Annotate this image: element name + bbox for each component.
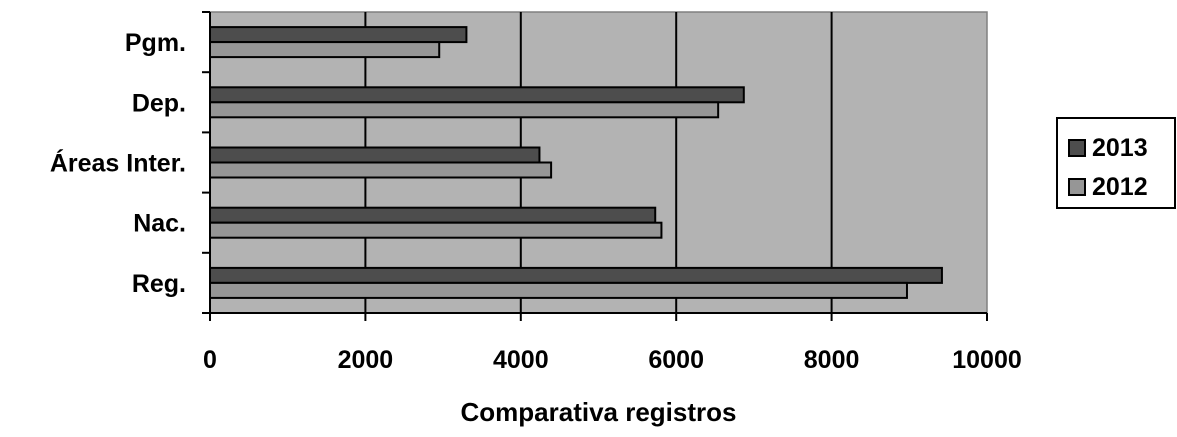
bar-dep-2013 bbox=[209, 86, 745, 104]
legend-swatch-2013 bbox=[1068, 139, 1086, 157]
x-tick-label-4000: 4000 bbox=[493, 346, 549, 374]
x-tick-label-6000: 6000 bbox=[648, 346, 704, 374]
x-tick-label-10000: 10000 bbox=[952, 346, 1022, 374]
y-tick-label-pgm: Pgm. bbox=[125, 29, 186, 57]
bar-reg-2012 bbox=[209, 281, 908, 299]
y-tick-label-nac: Nac. bbox=[133, 210, 186, 238]
legend-swatch-2012 bbox=[1068, 178, 1086, 196]
y-tick-label-reg: Reg. bbox=[132, 270, 186, 298]
bar-pgm-2013 bbox=[209, 26, 468, 44]
legend-item-2013: 2013 bbox=[1068, 133, 1148, 163]
legend-label-2013: 2013 bbox=[1092, 133, 1148, 162]
x-axis-title: Comparativa registros bbox=[461, 397, 737, 427]
bar-pgm-2012 bbox=[209, 41, 441, 59]
bar-nac-2012 bbox=[209, 221, 663, 239]
bar-dep-2012 bbox=[209, 101, 720, 119]
bar-reg-2013 bbox=[209, 266, 943, 284]
legend-item-2012: 2012 bbox=[1068, 172, 1148, 202]
x-tick-label-8000: 8000 bbox=[804, 346, 860, 374]
y-tick-label-reasinter: Áreas Inter. bbox=[50, 149, 186, 178]
bar-nac-2013 bbox=[209, 206, 657, 224]
y-tick-label-dep: Dep. bbox=[132, 89, 186, 117]
bar-reasinter-2012 bbox=[209, 161, 553, 179]
x-tick-label-0: 0 bbox=[203, 346, 217, 374]
legend: 2013 2012 bbox=[1056, 117, 1176, 209]
legend-label-2012: 2012 bbox=[1092, 172, 1148, 201]
x-tick-label-2000: 2000 bbox=[338, 346, 394, 374]
bar-reasinter-2013 bbox=[209, 146, 541, 164]
